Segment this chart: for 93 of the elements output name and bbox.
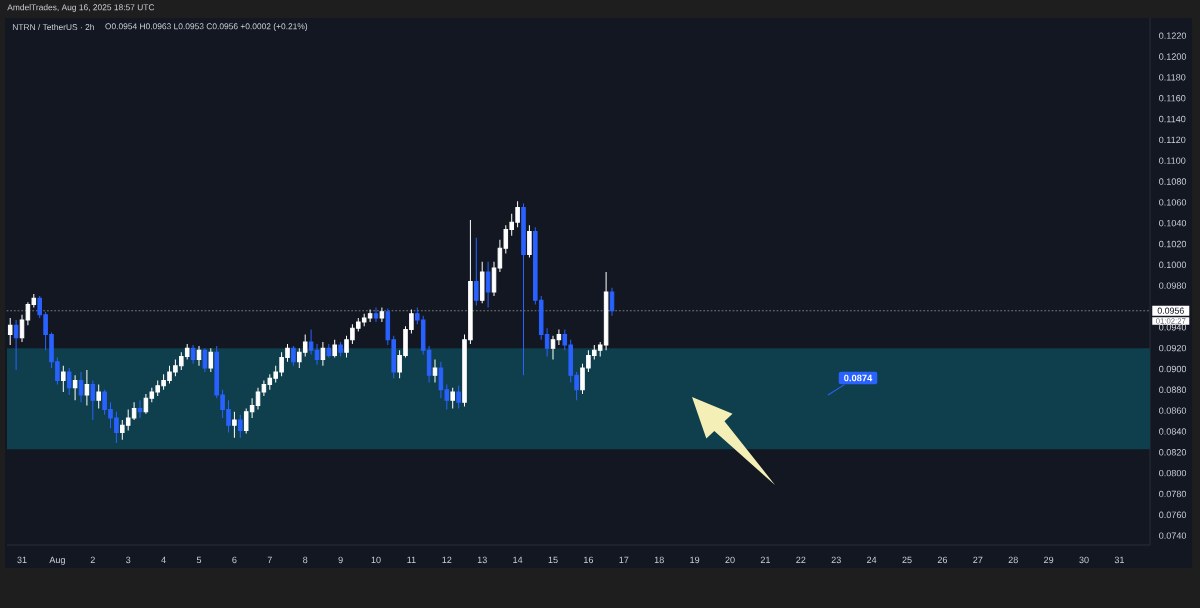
- x-tick-label: 28: [1008, 556, 1018, 564]
- y-tick-label: 0.0880: [1159, 386, 1187, 394]
- y-tick-label: 0.1080: [1159, 178, 1187, 185]
- x-tick-label: 15: [548, 556, 558, 564]
- x-tick-label: 2: [90, 556, 95, 564]
- x-tick-label: 5: [196, 556, 202, 564]
- candlestick: [66, 367, 72, 396]
- text: O0.0954 H0.0963 L0.0953 C0.0956 +0.0002 (+0.21%): [105, 23, 308, 31]
- candlestick: [238, 414, 243, 439]
- candlestick: [456, 385, 461, 410]
- y-tick-label: 0.0780: [1159, 490, 1187, 498]
- x-tick-label: 9: [338, 556, 343, 564]
- x-tick-label: 24: [867, 556, 877, 564]
- x-tick-label: 4: [161, 556, 166, 563]
- candlestick: [7, 317, 13, 346]
- candlestick: [190, 344, 196, 365]
- y-tick-label: 0.0760: [1159, 511, 1187, 518]
- candlestick: [72, 374, 78, 401]
- x-tick-label: 16: [584, 556, 594, 564]
- candlestick: [208, 347, 214, 373]
- candlestick: [338, 341, 343, 357]
- candlestick: [527, 224, 532, 259]
- candlestick: [474, 237, 479, 306]
- candlestick: [521, 202, 526, 376]
- y-tick-label: 0.1140: [1159, 115, 1186, 123]
- y-tick-label: 0.0920: [1159, 344, 1187, 352]
- candlestick: [332, 339, 337, 359]
- y-tick-label: 0.1100: [1159, 157, 1186, 164]
- x-tick-label: 27: [973, 556, 983, 564]
- x-tick-label: 7: [267, 556, 272, 563]
- candlestick: [196, 345, 202, 367]
- x-tick-label: 23: [831, 556, 841, 564]
- text: NTRN / TetherUS · 2h: [12, 23, 94, 31]
- x-tick-label: 18: [654, 556, 664, 564]
- candlestick: [61, 365, 66, 393]
- x-tick-label: 6: [232, 556, 237, 564]
- y-tick-label: 0.0940: [1159, 324, 1187, 331]
- y-tick-label: 0.1020: [1159, 240, 1187, 248]
- x-tick-label: 25: [902, 556, 912, 564]
- candlestick: [432, 359, 438, 384]
- candlestick: [90, 379, 96, 421]
- x-tick-label: 8: [303, 556, 308, 564]
- y-tick-label: 0.1180: [1159, 74, 1186, 81]
- x-tick-label: 30: [1079, 556, 1089, 564]
- candlestick: [291, 345, 296, 367]
- x-tick-label: 12: [442, 556, 452, 564]
- candlestick: [202, 347, 208, 373]
- x-tick-label: 20: [725, 556, 735, 564]
- y-tick-label: 0.1040: [1159, 219, 1187, 227]
- x-tick-label: 10: [371, 556, 381, 564]
- candlestick: [13, 319, 19, 371]
- candlestick: [137, 399, 143, 419]
- x-tick-label: 3: [126, 556, 131, 564]
- y-tick-label: 0.1200: [1159, 53, 1187, 60]
- y-tick-label: 0.0840: [1159, 428, 1187, 435]
- x-tick-label: 14: [513, 556, 523, 563]
- y-tick-label: 0.0820: [1159, 449, 1187, 456]
- x-tick-label: 11: [407, 556, 416, 563]
- candlestick: [320, 341, 326, 367]
- candlestick: [84, 369, 90, 406]
- y-tick-label: 0.0800: [1159, 469, 1187, 477]
- candlestick: [450, 387, 455, 410]
- x-tick-label: 19: [690, 556, 700, 564]
- x-tick-label: 22: [796, 556, 806, 564]
- candlestick: [96, 384, 101, 410]
- candlestick: [78, 371, 84, 403]
- y-tick-label: 0.1220: [1159, 32, 1187, 39]
- y-tick-label: 0.0860: [1159, 407, 1187, 414]
- ref-line-label: 0.0956: [1157, 307, 1184, 314]
- candlestick: [373, 307, 379, 323]
- y-tick-label: 0.1120: [1159, 136, 1186, 144]
- candlestick: [479, 261, 485, 304]
- candlestick: [326, 343, 332, 359]
- x-tick-label: 17: [619, 556, 629, 563]
- candlestick: [379, 307, 385, 323]
- candlestick: [485, 261, 491, 309]
- x-tick-label: 21: [760, 556, 770, 564]
- y-tick-label: 0.0980: [1159, 282, 1187, 289]
- candlestick: [232, 411, 237, 439]
- text: AmdelTrades, Aug 16, 2025 18:57 UTC: [7, 4, 155, 12]
- y-tick-label: 0.0740: [1159, 532, 1187, 539]
- candlestick: [609, 287, 615, 317]
- x-tick-label: 29: [1044, 556, 1054, 564]
- annotation: 0.0874: [844, 374, 873, 382]
- y-tick-label: 0.1060: [1159, 199, 1187, 206]
- x-tick-label: Aug: [49, 556, 65, 565]
- x-tick-label: 31: [17, 556, 27, 564]
- x-tick-label: 13: [477, 556, 487, 564]
- x-tick-label: 26: [937, 556, 948, 564]
- y-tick-label: 0.1000: [1159, 261, 1187, 269]
- x-tick-label: 31: [1114, 556, 1124, 564]
- y-tick-label: 0.0900: [1159, 365, 1187, 373]
- y-tick-label: 0.1160: [1159, 94, 1186, 102]
